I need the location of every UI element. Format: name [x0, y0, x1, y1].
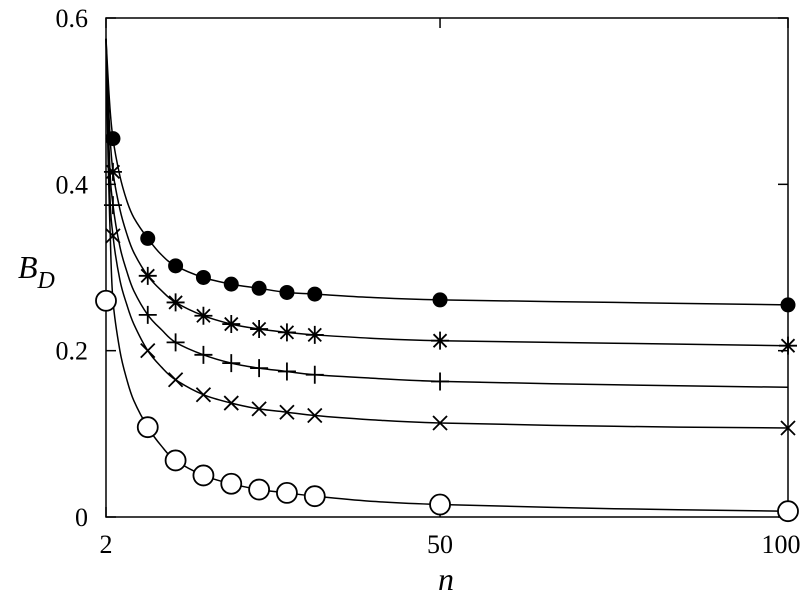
series-line-1 — [105, 38, 789, 306]
data-point-open-circle — [276, 481, 298, 504]
y-axis-label-base: B — [18, 249, 38, 285]
data-point-asterisk — [277, 323, 296, 342]
data-point-cross — [307, 407, 323, 424]
data-point-filled-circle — [140, 230, 156, 246]
series-markers — [95, 131, 799, 523]
x-tick-labels: 2 50 100 — [100, 530, 801, 559]
data-point-plus — [222, 354, 241, 373]
data-point-plus — [103, 196, 122, 215]
data-point-plus — [250, 359, 269, 378]
data-point-cross — [195, 387, 212, 403]
plot-frame — [105, 17, 789, 518]
data-point-filled-circle — [307, 286, 323, 302]
data-point-asterisk — [103, 162, 122, 181]
data-point-cross — [251, 401, 267, 417]
data-point-asterisk — [194, 306, 213, 325]
y-tick-labels: 0 0.2 0.4 0.6 — [56, 4, 89, 532]
data-point-plus — [305, 365, 324, 384]
y-tick-label: 0 — [75, 503, 88, 532]
data-point-plus — [166, 333, 185, 352]
data-point-filled-circle — [279, 284, 295, 300]
x-axis-label: n — [438, 561, 454, 597]
data-point-open-circle — [777, 500, 799, 523]
data-point-asterisk — [250, 320, 269, 339]
y-axis-label-subscript: D — [37, 268, 55, 294]
data-point-open-circle — [220, 472, 243, 495]
data-point-plus — [277, 362, 296, 381]
y-axis-label: BD — [18, 249, 55, 294]
data-point-open-circle — [248, 478, 271, 501]
x-tick-label: 50 — [427, 530, 453, 559]
data-point-cross — [140, 343, 156, 359]
data-point-open-circle — [303, 485, 326, 508]
x-tick-label: 2 — [100, 530, 113, 559]
axis-ticks — [105, 17, 789, 518]
data-point-plus — [431, 372, 450, 391]
data-point-filled-circle — [251, 280, 267, 296]
data-point-plus — [138, 305, 157, 324]
data-point-plus — [194, 345, 213, 364]
data-point-filled-circle — [223, 276, 239, 292]
data-point-cross — [223, 395, 239, 411]
data-point-filled-circle — [168, 258, 184, 274]
data-point-filled-circle — [780, 297, 796, 313]
data-point-open-circle — [136, 416, 159, 439]
y-tick-label: 0.2 — [56, 337, 89, 366]
data-point-filled-circle — [195, 269, 211, 285]
data-point-asterisk — [431, 331, 450, 350]
y-tick-label: 0.6 — [56, 4, 89, 33]
y-tick-label: 0.4 — [56, 170, 89, 199]
series-line-4 — [105, 38, 789, 429]
data-point-open-circle — [164, 449, 187, 472]
data-point-filled-circle — [432, 292, 448, 308]
data-point-open-circle — [95, 289, 117, 312]
data-point-asterisk — [779, 336, 797, 355]
data-point-open-circle — [429, 493, 451, 516]
data-point-filled-circle — [105, 131, 121, 147]
data-point-cross — [279, 404, 295, 420]
data-point-asterisk — [222, 315, 241, 334]
data-point-asterisk — [305, 325, 324, 344]
data-point-cross — [105, 228, 121, 244]
data-point-cross — [780, 420, 796, 436]
data-point-cross — [432, 415, 448, 431]
data-point-open-circle — [192, 464, 215, 487]
data-point-asterisk — [166, 293, 185, 312]
data-point-asterisk — [138, 266, 157, 285]
x-tick-label: 100 — [762, 530, 801, 559]
data-point-cross — [167, 372, 184, 388]
series-line-3 — [105, 38, 789, 389]
